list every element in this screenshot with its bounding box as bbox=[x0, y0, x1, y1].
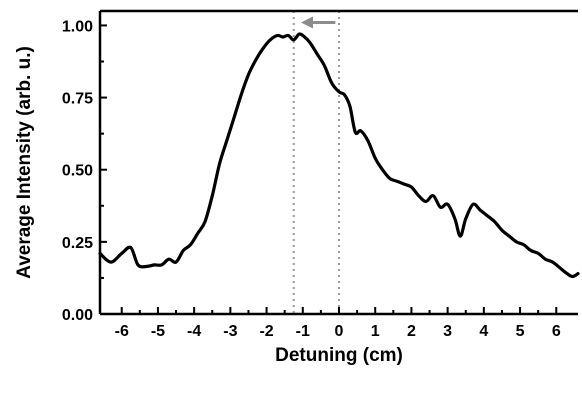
x-tick-label: 3 bbox=[443, 323, 452, 340]
y-tick-label: 0.50 bbox=[62, 163, 93, 180]
x-tick-label: -2 bbox=[259, 323, 273, 340]
x-tick-label: -5 bbox=[151, 323, 165, 340]
x-tick-label: -4 bbox=[187, 323, 201, 340]
x-tick-label: 5 bbox=[516, 323, 525, 340]
y-tick-label: 0.00 bbox=[62, 307, 93, 324]
arrow-head bbox=[300, 16, 313, 29]
x-tick-label: 2 bbox=[407, 323, 416, 340]
x-tick-label: 4 bbox=[479, 323, 488, 340]
x-tick-label: 6 bbox=[552, 323, 561, 340]
x-tick-labels: -6 -5 -4 -3 -2 -1 0 1 2 3 4 5 6 bbox=[115, 323, 561, 340]
x-tick-label: 1 bbox=[371, 323, 380, 340]
x-axis-title: Detuning (cm) bbox=[275, 345, 403, 366]
x-tick-label: -1 bbox=[296, 323, 310, 340]
reference-lines bbox=[292, 11, 340, 314]
x-tick-label: -3 bbox=[223, 323, 237, 340]
annotation-layer bbox=[300, 16, 336, 29]
axes bbox=[98, 9, 578, 316]
y-tick-label: 0.75 bbox=[62, 91, 93, 108]
y-tick-label: 0.25 bbox=[62, 235, 93, 252]
series-line bbox=[98, 32, 580, 279]
y-axis-title: Average Intensity (arb. u.) bbox=[14, 46, 35, 279]
y-tick-labels: 0.00 0.25 0.50 0.75 1.00 bbox=[62, 18, 93, 324]
series-layer bbox=[98, 32, 580, 279]
y-tick-label: 1.00 bbox=[62, 18, 93, 35]
x-tick-label: -6 bbox=[115, 323, 129, 340]
x-tick-label: 0 bbox=[335, 323, 344, 340]
